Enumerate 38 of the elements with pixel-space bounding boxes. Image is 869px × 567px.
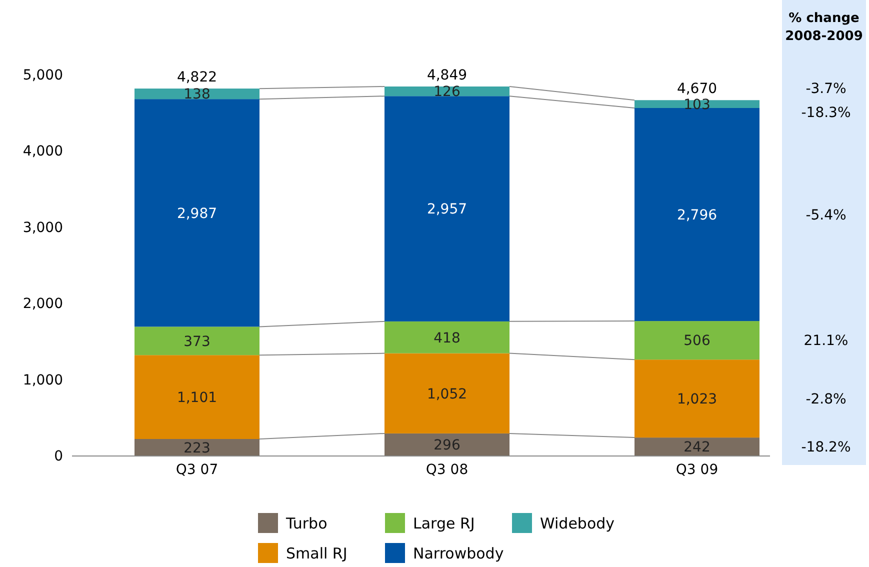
data-label: 1,101 bbox=[176, 390, 218, 406]
x-tick-label: Q3 09 bbox=[676, 462, 718, 478]
y-tick-label: 2,000 bbox=[22, 296, 63, 312]
legend-label: Large RJ bbox=[413, 514, 475, 532]
text: -5.4% bbox=[806, 207, 846, 224]
data-label: 242 bbox=[684, 440, 710, 456]
y-tick-label: 0 bbox=[54, 448, 63, 464]
y-tick-label: 3,000 bbox=[22, 220, 63, 236]
data-label: 296 bbox=[434, 438, 460, 454]
data-label: 418 bbox=[434, 330, 460, 346]
text: -18.2% bbox=[801, 440, 851, 456]
data-label: 138 bbox=[184, 86, 210, 103]
data-label: 1,023 bbox=[676, 391, 718, 408]
legend-label: Turbo bbox=[285, 514, 328, 532]
data-label: 1,052 bbox=[426, 386, 468, 402]
data-label: 2,796 bbox=[676, 207, 718, 224]
data-label: 373 bbox=[184, 334, 210, 350]
y-tick-label: 4,000 bbox=[22, 144, 63, 160]
text: -3.7% bbox=[806, 81, 846, 98]
total-label: 4,670 bbox=[676, 81, 718, 98]
text: -18.3% bbox=[801, 105, 851, 122]
total-label: 4,849 bbox=[426, 68, 468, 84]
legend-label: Widebody bbox=[540, 514, 615, 532]
x-tick-label: Q3 07 bbox=[176, 462, 218, 478]
text: -2.8% bbox=[806, 391, 846, 408]
legend-label: Narrowbody bbox=[413, 544, 504, 562]
text: % change 2008-2009 bbox=[785, 11, 863, 44]
data-label: 223 bbox=[184, 440, 210, 456]
data-label: 506 bbox=[684, 333, 710, 350]
y-tick-label: 5,000 bbox=[22, 67, 63, 84]
x-tick-label: Q3 08 bbox=[426, 462, 468, 478]
legend-label: Small RJ bbox=[286, 544, 348, 562]
data-label: 126 bbox=[434, 84, 460, 100]
data-label: 2,987 bbox=[176, 206, 218, 222]
total-label: 4,822 bbox=[176, 70, 218, 86]
data-label: 2,957 bbox=[426, 202, 468, 218]
text: 21.1% bbox=[804, 333, 848, 350]
y-tick-label: 1,000 bbox=[22, 372, 63, 388]
